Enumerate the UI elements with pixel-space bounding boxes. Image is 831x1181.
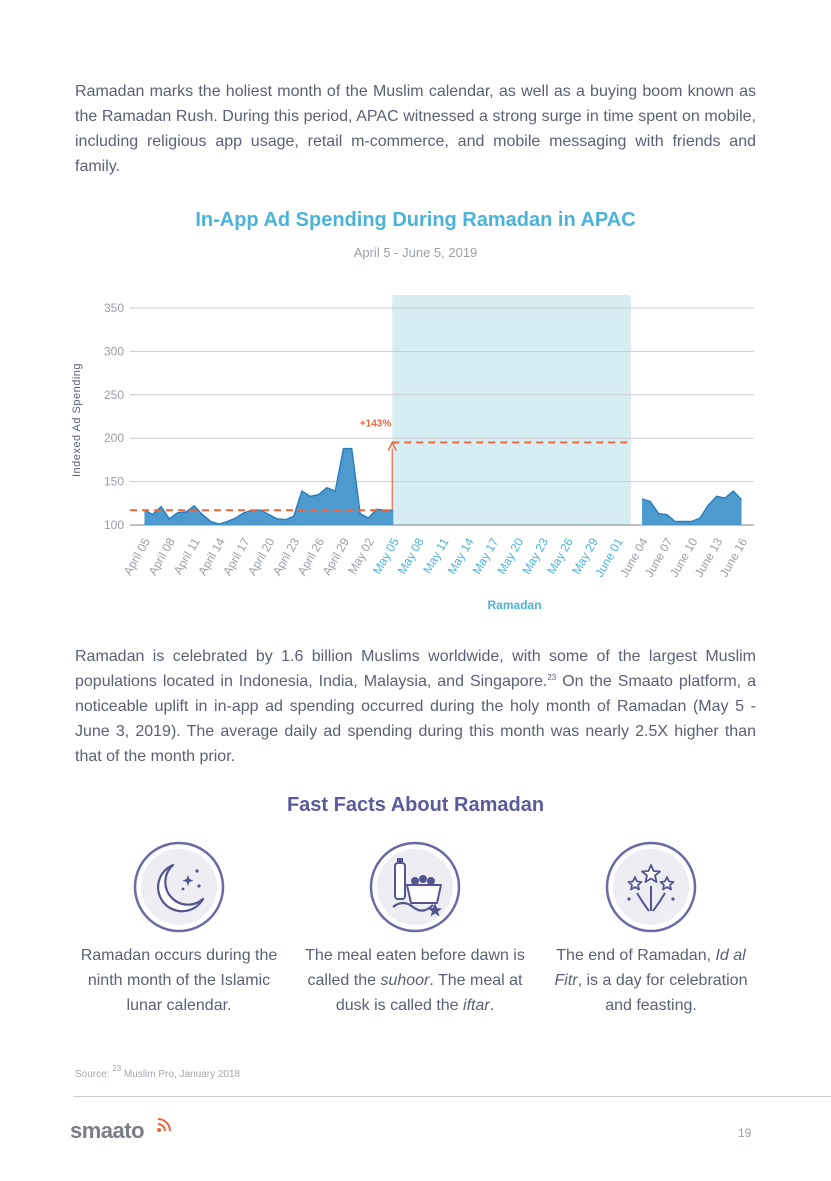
fireworks-icon — [605, 841, 697, 933]
uplift-label: +143% — [360, 419, 392, 430]
footnote-ref: 23 — [547, 673, 557, 682]
uplift-arrowhead — [387, 440, 397, 451]
signal-icon — [157, 1118, 171, 1132]
line-series-2 — [641, 490, 743, 523]
y-tick-label: 200 — [104, 431, 124, 445]
meal-icon — [369, 841, 461, 933]
footer-divider — [73, 1096, 831, 1097]
fact-3-text: The end of Ramadan, Id al Fitr, is a day… — [554, 947, 748, 1014]
chart-subtitle: April 5 - June 5, 2019 — [353, 245, 478, 260]
chart-title: In-App Ad Spending During Ramadan in APA… — [195, 209, 636, 231]
y-tick-label: 350 — [104, 301, 124, 315]
y-tick-label: 100 — [104, 518, 124, 532]
smaato-logo: smaato — [70, 1118, 145, 1143]
y-tick-label: 300 — [104, 344, 124, 358]
ramadan-paragraph-text-b: On the Smaato platform, a noticeable upl… — [75, 673, 757, 765]
line-series-1 — [144, 447, 394, 525]
area-series-2 — [642, 491, 742, 525]
fast-facts-title: Fast Facts About Ramadan — [286, 794, 545, 816]
ramadan-paragraph: Ramadan is celebrated by 1.6 billion Mus… — [75, 644, 756, 769]
y-tick-label: 150 — [104, 475, 124, 489]
page-number: 19 — [738, 1126, 752, 1140]
x-axis-label: Ramadan — [488, 598, 542, 612]
fact-2-text: The meal eaten before dawn is called the… — [305, 947, 525, 1014]
area-series-1 — [144, 448, 394, 525]
source-note: Source: 23 Muslim Pro, January 2018 — [75, 1064, 241, 1081]
y-tick-label: 250 — [104, 388, 124, 402]
y-axis-label: Indexed Ad Spending — [71, 363, 83, 477]
ramadan-band — [392, 295, 631, 525]
fact-1-text: Ramadan occurs during the ninth month of… — [80, 947, 278, 1014]
ramadan-paragraph-text-a: Ramadan is celebrated by 1.6 billion Mus… — [75, 648, 756, 690]
crescent-moon-icon — [133, 841, 225, 933]
intro-paragraph: Ramadan marks the holiest month of the M… — [75, 83, 756, 175]
